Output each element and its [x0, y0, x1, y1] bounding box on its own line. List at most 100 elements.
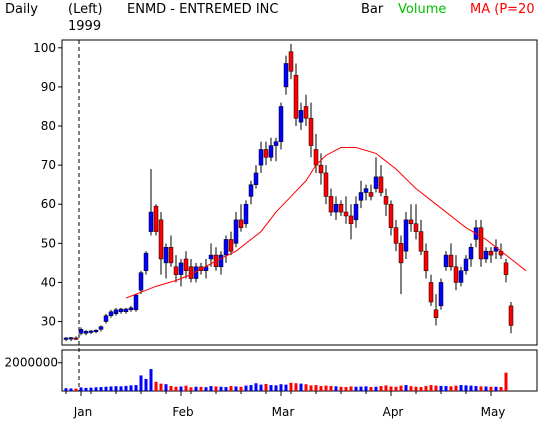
- period-label: Daily: [5, 2, 38, 17]
- price-ytick-label: 100: [33, 41, 56, 55]
- candle-body: [248, 184, 254, 197]
- volume-bar: [454, 385, 458, 391]
- candle-body: [183, 258, 189, 271]
- volume-bar: [154, 381, 158, 391]
- candle-body: [78, 329, 84, 334]
- candle-body: [413, 223, 419, 232]
- volume-bar: [184, 385, 188, 391]
- volume-bar: [259, 384, 263, 391]
- candle-body: [223, 239, 229, 256]
- volume-bar: [459, 385, 463, 391]
- candle-body: [303, 106, 309, 119]
- volume-bar: [379, 386, 383, 391]
- candle-body: [318, 164, 324, 174]
- candle-body: [123, 308, 129, 313]
- volume-bar: [474, 386, 478, 391]
- candle-body: [348, 215, 354, 225]
- candle-body: [103, 315, 109, 322]
- candle-body: [218, 254, 224, 268]
- candle-body: [313, 149, 319, 166]
- volume-bar: [304, 384, 308, 391]
- candle-body: [343, 211, 349, 217]
- volume-bar: [374, 386, 378, 391]
- candle-body: [428, 282, 434, 303]
- volume-bar: [159, 383, 163, 391]
- volume-bar: [209, 386, 213, 391]
- candle-body: [168, 246, 174, 264]
- volume-bar: [139, 375, 143, 391]
- volume-bar: [344, 387, 348, 391]
- candle-body: [268, 145, 274, 158]
- candle-body: [443, 254, 449, 268]
- price-ytick-label: 30: [41, 315, 56, 329]
- volume-ytick-label: 2000000: [5, 356, 58, 370]
- volume-bar: [64, 388, 68, 391]
- candle-body: [113, 309, 119, 314]
- candle-body: [243, 203, 249, 225]
- candle-body: [233, 219, 239, 244]
- candle-body: [163, 246, 169, 264]
- candle-body: [288, 51, 294, 72]
- volume-bar: [234, 386, 238, 391]
- volume-bar: [334, 386, 338, 391]
- candle-body: [368, 192, 374, 197]
- chart-title: ENMD - ENTREMED INC: [127, 2, 279, 17]
- volume-bar: [194, 386, 198, 391]
- candle-body: [393, 227, 399, 244]
- candle-body: [63, 337, 69, 340]
- candle-body: [278, 106, 284, 142]
- volume-bar: [229, 386, 233, 391]
- candle-body: [398, 243, 404, 264]
- candle-body: [338, 203, 344, 213]
- candle-body: [308, 117, 314, 146]
- candle-body: [458, 270, 464, 283]
- volume-bar: [319, 386, 323, 391]
- volume-bar: [164, 384, 168, 391]
- volume-bar: [129, 385, 133, 391]
- volume-bar: [254, 383, 258, 391]
- price-frame-border: [61, 39, 538, 346]
- volume-bar: [324, 385, 328, 391]
- volume-bar: [424, 386, 428, 391]
- volume-bar: [384, 385, 388, 391]
- month-label: Feb: [172, 405, 193, 419]
- volume-bar: [494, 386, 498, 391]
- volume-bar: [294, 383, 298, 391]
- candle-body: [263, 149, 269, 158]
- candle-body: [253, 172, 259, 185]
- candle-body: [293, 74, 299, 119]
- candle-body: [98, 326, 104, 330]
- volume-bar: [244, 385, 248, 391]
- volume-panel: 2000000 Jan Feb Mar Apr May: [5, 349, 538, 419]
- volume-bar: [189, 387, 193, 391]
- price-ytick-label: 50: [41, 236, 56, 250]
- volume-bar: [274, 385, 278, 391]
- volume-bar: [134, 385, 138, 391]
- price-ytick-label: 70: [41, 158, 56, 172]
- volume-bar: [284, 384, 288, 391]
- candle-body: [173, 266, 179, 275]
- candle-body: [128, 307, 134, 311]
- volume-bar: [109, 386, 113, 391]
- candle-body: [478, 227, 484, 260]
- volume-bar: [339, 386, 343, 391]
- candle-body: [68, 337, 74, 340]
- candle-body: [83, 331, 89, 334]
- volume-bar: [469, 385, 473, 391]
- candle-body: [423, 250, 429, 271]
- candle-body: [508, 305, 514, 326]
- volume-bar: [94, 387, 98, 391]
- candle-body: [93, 329, 99, 332]
- month-label: Mar: [272, 405, 295, 419]
- price-panel: 30 40 50 60 70 80 90 100: [33, 39, 538, 391]
- volume-bar: [504, 372, 508, 391]
- volume-bar: [329, 385, 333, 391]
- candle-body: [283, 63, 289, 88]
- candle-body: [383, 196, 389, 205]
- volume-bar: [149, 369, 153, 391]
- volume-bar: [204, 387, 208, 391]
- price-ytick-label: 90: [41, 80, 56, 94]
- candle-body: [208, 254, 214, 260]
- volume-bar: [289, 382, 293, 391]
